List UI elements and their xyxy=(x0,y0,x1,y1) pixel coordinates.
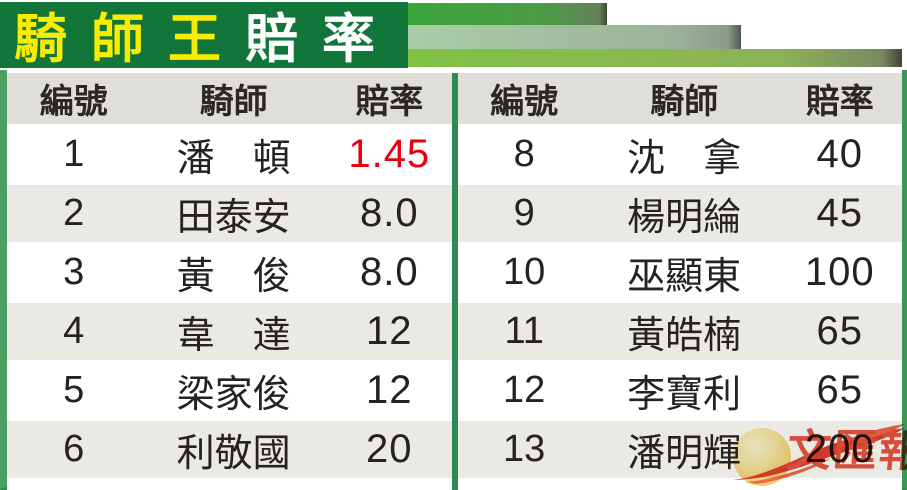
odds-cell: 35 xyxy=(327,480,452,490)
odds-cell: 65 xyxy=(777,303,902,360)
table-row: 14其他騎師125 xyxy=(457,480,902,490)
jockey-name-cell: 史卓豐 xyxy=(140,480,328,490)
table-row: 13 潘明輝 200 xyxy=(457,421,902,478)
title-highlight: 騎師王 xyxy=(14,10,245,69)
row-number-cell: 7 xyxy=(7,480,141,490)
header-row: 編號 騎師 賠率 xyxy=(7,73,452,124)
header-cell: 賠率 xyxy=(777,73,902,124)
table-row: 6 利敬國 20 xyxy=(7,421,452,478)
row-number-cell: 14 xyxy=(457,480,591,490)
jockey-name-cell: 潘明輝 xyxy=(590,421,778,478)
odds-table-right: 編號 騎師 賠率 8 沈 拿 40 9 楊明綸 45 10 巫顯東 100 11 黃皓楠 65 12 李寶利 65… xyxy=(457,71,902,490)
odds-cell: 40 xyxy=(777,126,902,183)
gradient-bar-middle xyxy=(408,25,741,49)
header-row: 編號 騎師 賠率 xyxy=(457,73,902,124)
table-row: 11 黃皓楠 65 xyxy=(457,303,902,360)
jockey-name-cell: 黃 俊 xyxy=(140,244,328,301)
odds-table-frame: 編號 騎師 賠率 1 潘 頓 1.45 2 田泰安 8.0 3 黃 俊 8.0 4 韋 達 12 5 梁家俊 12… xyxy=(0,70,907,490)
jockey-name-cell: 楊明綸 xyxy=(590,185,778,242)
odds-table-left: 編號 騎師 賠率 1 潘 頓 1.45 2 田泰安 8.0 3 黃 俊 8.0 4 韋 達 12 5 梁家俊 12… xyxy=(7,71,452,490)
row-number-cell: 9 xyxy=(457,185,591,242)
header-cell: 賠率 xyxy=(327,73,452,124)
header-cell: 騎師 xyxy=(140,73,328,124)
jockey-name-cell: 沈 拿 xyxy=(590,126,778,183)
jockey-name-cell: 李寶利 xyxy=(590,362,778,419)
table-row: 10 巫顯東 100 xyxy=(457,244,902,301)
tables-container: 編號 騎師 賠率 1 潘 頓 1.45 2 田泰安 8.0 3 黃 俊 8.0 4 韋 達 12 5 梁家俊 12… xyxy=(7,73,902,490)
odds-cell: 12 xyxy=(327,362,452,419)
row-number-cell: 6 xyxy=(7,421,141,478)
table-row: 7史卓豐35 xyxy=(7,480,452,490)
row-number-cell: 10 xyxy=(457,244,591,301)
jockey-name-cell: 梁家俊 xyxy=(140,362,328,419)
row-number-cell: 5 xyxy=(7,362,141,419)
odds-cell: 12 xyxy=(327,303,452,360)
row-number-cell: 8 xyxy=(457,126,591,183)
table-row: 9 楊明綸 45 xyxy=(457,185,902,242)
jockey-name-cell: 利敬國 xyxy=(140,421,328,478)
odds-cell: 8.0 xyxy=(327,185,452,242)
row-number-cell: 11 xyxy=(457,303,591,360)
row-number-cell: 2 xyxy=(7,185,141,242)
jockey-name-cell: 其他騎師 xyxy=(590,480,778,490)
odds-cell: 200 xyxy=(777,421,902,478)
header-cell: 編號 xyxy=(457,73,591,124)
header-cell: 騎師 xyxy=(590,73,778,124)
row-number-cell: 4 xyxy=(7,303,141,360)
header-cell: 編號 xyxy=(7,73,141,124)
jockey-name-cell: 韋 達 xyxy=(140,303,328,360)
title-rest: 賠率 xyxy=(245,10,399,69)
odds-cell: 1.45 xyxy=(327,126,452,183)
jockey-name-cell: 黃皓楠 xyxy=(590,303,778,360)
odds-cell: 65 xyxy=(777,362,902,419)
row-number-cell: 13 xyxy=(457,421,591,478)
title-bar: 騎師王 賠率 xyxy=(0,2,408,69)
row-number-cell: 1 xyxy=(7,126,141,183)
gradient-bar-top xyxy=(408,3,607,25)
odds-cell: 45 xyxy=(777,185,902,242)
row-number-cell: 12 xyxy=(457,362,591,419)
row-number-cell: 3 xyxy=(7,244,141,301)
odds-cell: 20 xyxy=(327,421,452,478)
jockey-name-cell: 巫顯東 xyxy=(590,244,778,301)
table-divider xyxy=(451,73,458,486)
odds-cell: 100 xyxy=(777,244,902,301)
jockey-name-cell: 潘 頓 xyxy=(140,126,328,183)
table-row: 12 李寶利 65 xyxy=(457,362,902,419)
odds-cell: 8.0 xyxy=(327,244,452,301)
gradient-bar-bottom xyxy=(408,49,902,67)
table-row: 5 梁家俊 12 xyxy=(7,362,452,419)
table-row: 2 田泰安 8.0 xyxy=(7,185,452,242)
jockey-name-cell: 田泰安 xyxy=(140,185,328,242)
odds-cell: 125 xyxy=(777,480,902,490)
